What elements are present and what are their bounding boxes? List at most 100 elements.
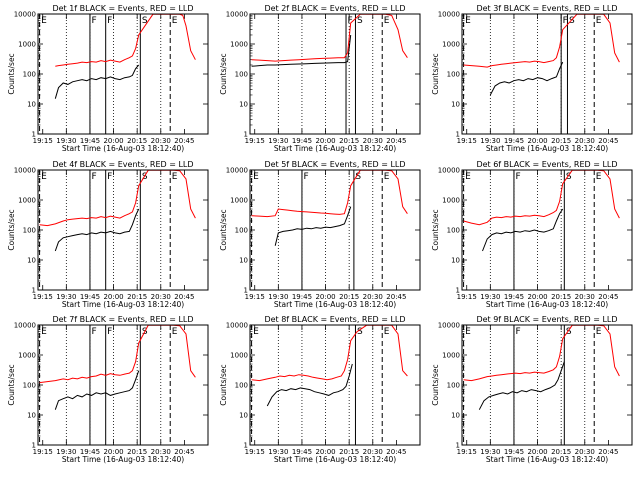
detector-panel-6: Det 6f BLACK = Events, RED = LLD 1 10 100 10… (431, 160, 633, 309)
y-tick-label: 1000 (230, 352, 248, 360)
y-tick-label: 100 (23, 227, 36, 235)
x-tick-label: 19:15 (245, 137, 265, 145)
series-events-line (274, 206, 352, 246)
x-tick-label: 19:30 (56, 137, 76, 145)
series-events-line (54, 64, 140, 99)
y-axis-label: Counts/sec (7, 209, 16, 250)
event-marker-label: F (91, 16, 96, 26)
y-axis-label: Counts/sec (431, 53, 440, 94)
y-tick-label: 10 (239, 257, 248, 265)
y-tick-label: 10000 (438, 167, 460, 175)
x-tick-label: 20:00 (315, 137, 335, 145)
event-marker-label: E (596, 16, 602, 26)
y-tick-label: 10000 (14, 322, 36, 330)
y-tick-label: 1000 (18, 197, 36, 205)
y-tick-label: 10 (27, 257, 36, 265)
x-tick-label: 20:15 (551, 448, 571, 456)
x-tick-label: 19:30 (268, 448, 288, 456)
y-tick-label: 1 (244, 131, 248, 139)
x-tick-label: 20:15 (339, 293, 359, 301)
panel-title: Det 4f BLACK = Events, RED = LLD (52, 160, 193, 169)
x-tick-label: 19:15 (457, 293, 477, 301)
y-tick-label: 1 (456, 131, 460, 139)
panel-title: Det 6f BLACK = Events, RED = LLD (476, 160, 617, 169)
y-tick-label: 10 (239, 412, 248, 420)
detector-panel-5: Det 5f BLACK = Events, RED = LLD 1 10 100 10… (219, 160, 421, 309)
x-tick-label: 19:15 (457, 137, 477, 145)
y-axis-label: Counts/sec (431, 209, 440, 250)
x-tick-label: 19:30 (268, 293, 288, 301)
x-tick-label: 20:15 (127, 137, 147, 145)
event-marker-label: E (465, 172, 471, 182)
x-tick-label: 19:30 (480, 137, 500, 145)
event-marker-label: F (515, 172, 520, 182)
x-tick-label: 20:45 (598, 137, 618, 145)
event-marker-label: F (303, 172, 308, 182)
y-tick-label: 10 (27, 412, 36, 420)
y-tick-label: 1000 (442, 197, 460, 205)
x-axis-label: Start Time (16-Aug-03 18:12:40) (62, 455, 184, 464)
plot-frame (37, 324, 209, 446)
y-tick-label: 100 (23, 382, 36, 390)
x-tick-label: 20:30 (575, 448, 595, 456)
plot-frame (461, 13, 633, 135)
event-marker-label: F (107, 327, 112, 337)
x-tick-label: 20:45 (598, 448, 618, 456)
event-marker-label: F (563, 16, 568, 26)
event-marker-label: F (348, 16, 353, 26)
event-marker-label: E (172, 172, 178, 182)
y-tick-label: 1000 (442, 41, 460, 49)
x-tick-label: 19:45 (292, 448, 312, 456)
series-lld-line (251, 13, 408, 62)
y-tick-label: 1 (32, 442, 36, 450)
x-tick-label: 20:00 (527, 137, 547, 145)
series-events-line (489, 61, 564, 96)
x-tick-label: 19:15 (245, 293, 265, 301)
x-tick-label: 20:45 (174, 448, 194, 456)
x-axis-label: Start Time (16-Aug-03 18:12:40) (62, 300, 184, 309)
x-tick-label: 20:30 (151, 137, 171, 145)
x-tick-label: 19:30 (56, 448, 76, 456)
panel-title: Det 1f BLACK = Events, RED = LLD (52, 4, 193, 13)
event-marker-label: E (172, 16, 178, 26)
y-tick-label: 10000 (438, 11, 460, 19)
y-tick-label: 100 (23, 71, 36, 79)
plot-frame (37, 169, 209, 291)
x-axis-label: Start Time (16-Aug-03 18:12:40) (274, 144, 396, 153)
plot-frame (37, 13, 209, 135)
y-tick-label: 100 (447, 227, 460, 235)
x-tick-label: 19:15 (33, 137, 53, 145)
x-tick-label: 20:15 (339, 448, 359, 456)
x-tick-label: 19:30 (268, 137, 288, 145)
series-events-line (482, 208, 564, 252)
x-axis-label: Start Time (16-Aug-03 18:12:40) (274, 300, 396, 309)
y-tick-label: 10 (27, 101, 36, 109)
event-marker-label: E (384, 172, 390, 182)
event-marker-label: E (41, 172, 47, 182)
y-tick-label: 10 (451, 412, 460, 420)
x-tick-label: 20:15 (551, 137, 571, 145)
x-tick-label: 20:00 (527, 448, 547, 456)
event-marker-label: S (566, 172, 572, 182)
x-tick-label: 20:00 (103, 293, 123, 301)
x-tick-label: 19:15 (245, 448, 265, 456)
x-tick-label: 20:30 (575, 293, 595, 301)
y-axis-label: Counts/sec (219, 209, 228, 250)
event-marker-label: S (142, 16, 148, 26)
y-tick-label: 1 (244, 287, 248, 295)
x-tick-label: 20:00 (103, 448, 123, 456)
y-axis-label: Counts/sec (7, 53, 16, 94)
x-tick-label: 19:45 (80, 448, 100, 456)
y-tick-label: 100 (447, 382, 460, 390)
event-marker-label: F (515, 327, 520, 337)
event-marker-label: F (107, 172, 112, 182)
y-axis-label: Counts/sec (219, 364, 228, 405)
y-tick-label: 1 (32, 131, 36, 139)
x-tick-label: 19:30 (480, 448, 500, 456)
x-tick-label: 20:45 (386, 137, 406, 145)
y-tick-label: 1 (244, 442, 248, 450)
x-axis-label: Start Time (16-Aug-03 18:12:40) (486, 144, 608, 153)
y-tick-label: 1000 (18, 352, 36, 360)
detector-panel-2: Det 2f BLACK = Events, RED = LLD 1 10 100 10… (219, 4, 421, 153)
y-axis-label: Counts/sec (7, 364, 16, 405)
